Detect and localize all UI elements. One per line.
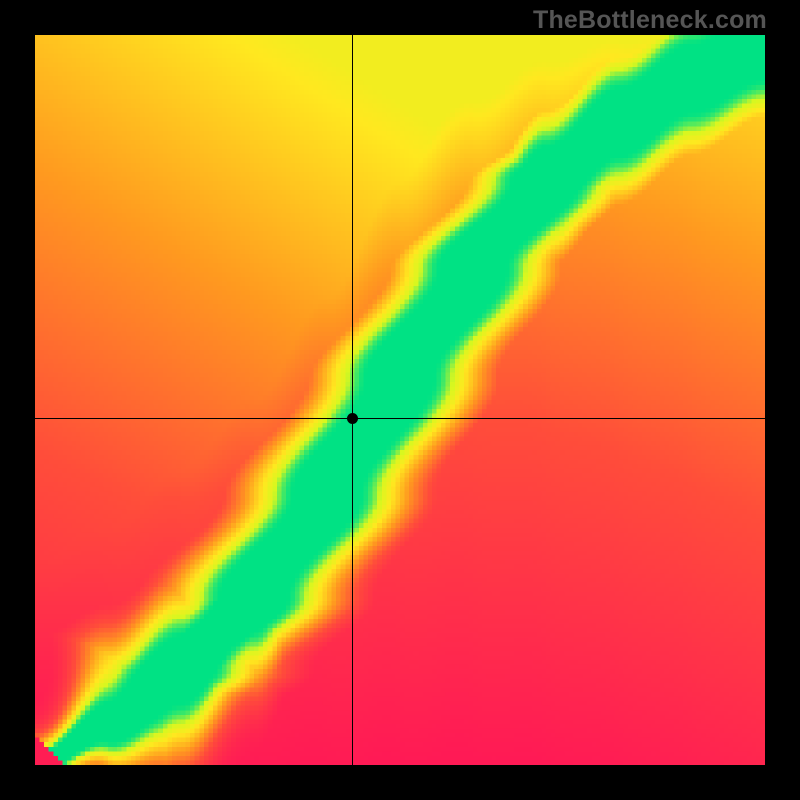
crosshair-vertical-line [352,35,353,765]
crosshair-horizontal-line [35,418,765,419]
heatmap-canvas [35,35,765,765]
watermark-text: TheBottleneck.com [533,6,767,35]
heatmap-plot-area [35,35,765,765]
crosshair-marker-dot [347,413,358,424]
